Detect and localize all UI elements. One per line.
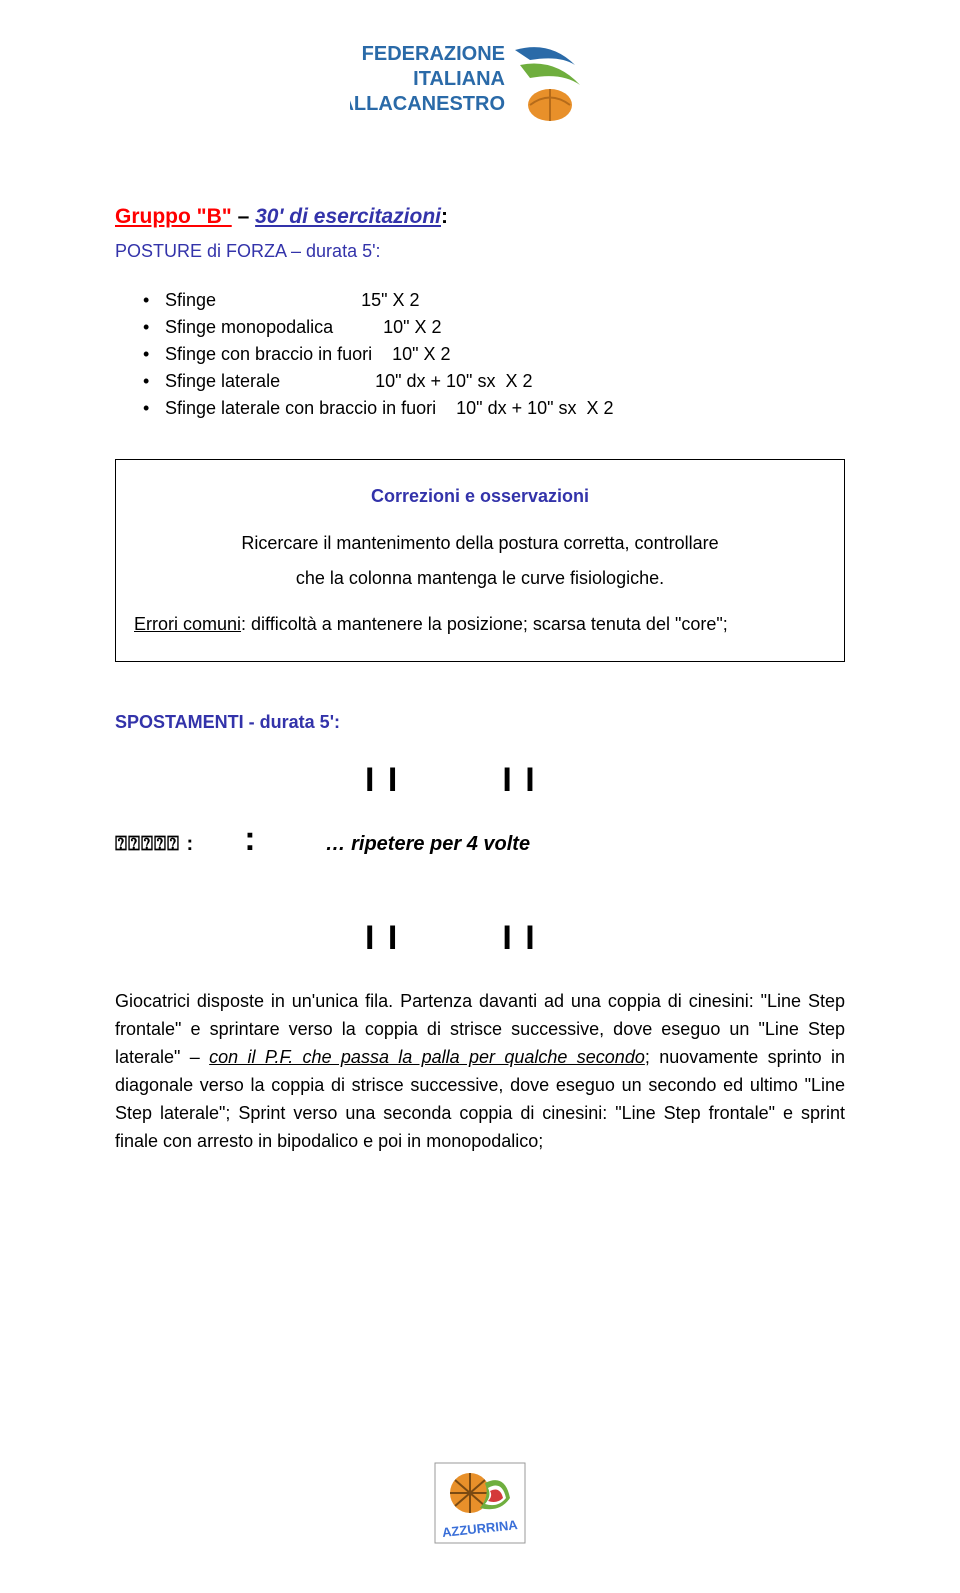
para-underlined: con il P.F. che passa la palla per qualc…	[209, 1047, 645, 1067]
logo-line1: FEDERAZIONE	[362, 43, 505, 65]
marks-row-glyphs: ⍰⍰⍰⍰⍰ : : … ripetere per 4 volte	[115, 820, 845, 859]
colon-mark: :	[244, 820, 255, 859]
ripetere-text: … ripetere per 4 volte	[326, 833, 531, 856]
exercise-list: Sfinge 15" X 2 Sfinge monopodalica 10" X…	[115, 290, 845, 419]
list-item: Sfinge laterale con braccio in fuori 10"…	[165, 398, 845, 419]
footer-logo: AZZURRINA	[430, 1458, 530, 1553]
logo-line3: PALLACANESTRO	[350, 93, 505, 115]
box-line1: Ricercare il mantenimento della postura …	[134, 529, 826, 558]
list-item: Sfinge con braccio in fuori 10" X 2	[165, 344, 845, 365]
errors-label: Errori comuni	[134, 614, 241, 634]
box-line2: che la colonna mantenga le curve fisiolo…	[134, 564, 826, 593]
list-item: Sfinge 15" X 2	[165, 290, 845, 311]
logo-line2: ITALIANA	[413, 68, 505, 90]
marks-row-1: I I I I	[115, 761, 845, 800]
errors-text: : difficoltà a mantenere la posizione; s…	[241, 614, 728, 634]
corrections-box: Correzioni e osservazioni Ricercare il m…	[115, 459, 845, 662]
list-item: Sfinge monopodalica 10" X 2	[165, 317, 845, 338]
box-errors: Errori comuni: difficoltà a mantenere la…	[134, 610, 826, 639]
spostamenti-title: SPOSTAMENTI - durata 5':	[115, 712, 845, 733]
marks-row-2: I I I I	[115, 919, 845, 958]
title-dash: –	[232, 205, 255, 228]
box-title: Correzioni e osservazioni	[134, 482, 826, 511]
title-duration: 30' di esercitazioni	[255, 205, 441, 228]
list-item: Sfinge laterale 10" dx + 10" sx X 2	[165, 371, 845, 392]
header-logo: FEDERAZIONE ITALIANA PALLACANESTRO	[115, 30, 845, 155]
fip-logo: FEDERAZIONE ITALIANA PALLACANESTRO	[350, 30, 610, 155]
subtitle: POSTURE di FORZA – durata 5':	[115, 241, 845, 262]
page-title: Gruppo "B" – 30' di esercitazioni:	[115, 205, 845, 229]
description-paragraph: Giocatrici disposte in un'unica fila. Pa…	[115, 988, 845, 1155]
title-group: Gruppo "B"	[115, 205, 232, 228]
title-colon: :	[441, 205, 448, 228]
glyph-sequence: ⍰⍰⍰⍰⍰ :	[115, 833, 194, 856]
